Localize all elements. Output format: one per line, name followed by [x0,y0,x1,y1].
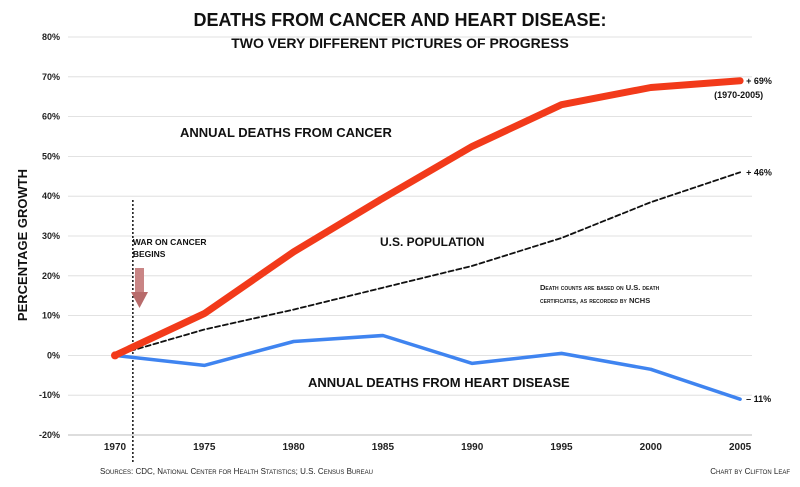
down-arrow-icon [131,268,148,308]
x-axis-ticks: 1970 1975 1980 1985 1990 1995 2000 2005 [104,442,752,453]
origin-point [111,351,119,360]
note-line1: Death counts are based on U.S. death [540,283,660,292]
x-tick-label: 1980 [282,442,305,453]
y-tick-label: 40% [42,191,60,201]
chart-credit: Chart by Clifton Leaf [710,467,790,476]
source-note: Sources: CDC, National Center for Health… [100,467,373,476]
y-tick-label: -20% [39,430,60,440]
end-label-cancer: + 69% [746,76,772,86]
series-label-heart-disease: ANNUAL DEATHS FROM HEART DISEASE [308,375,570,390]
series-line-heart-disease [113,333,742,401]
note-line2: certificates, as recorded by NCHS [540,296,650,305]
x-tick-label: 1975 [193,442,216,453]
y-tick-label: 30% [42,231,60,241]
series-label-cancer: ANNUAL DEATHS FROM CANCER [180,125,392,140]
x-tick-label: 2005 [729,442,752,453]
y-tick-label: 0% [47,350,60,360]
y-tick-label: -10% [39,390,60,400]
y-tick-label: 50% [42,151,60,161]
y-axis-ticks: 80% 70% 60% 50% 40% 30% 20% 10% 0% -10% -20% [39,32,60,440]
series-line-cancer [111,77,744,359]
x-tick-label: 1970 [104,442,127,453]
x-tick-label: 1995 [550,442,573,453]
y-tick-label: 20% [42,271,60,281]
series-line-population [114,171,741,357]
x-tick-label: 1985 [372,442,395,453]
end-sublabel-cancer: (1970-2005) [714,90,763,100]
chart-title: DEATHS FROM CANCER AND HEART DISEASE: [193,10,606,30]
series-label-population: U.S. POPULATION [380,235,484,249]
y-tick-label: 80% [42,32,60,42]
event-label-line2: BEGINS [133,249,166,259]
y-tick-label: 60% [42,112,60,122]
chart-subtitle: TWO VERY DIFFERENT PICTURES OF PROGRESS [231,35,569,51]
y-axis-label: PERCENTAGE GROWTH [15,169,30,321]
grid-lines [68,36,752,436]
end-label-population: + 46% [746,167,772,177]
end-label-heart-disease: – 11% [746,394,771,404]
x-tick-label: 1990 [461,442,484,453]
y-tick-label: 70% [42,72,60,82]
y-tick-label: 10% [42,311,60,321]
x-tick-label: 2000 [640,442,663,453]
event-label-line1: WAR ON CANCER [133,237,207,247]
